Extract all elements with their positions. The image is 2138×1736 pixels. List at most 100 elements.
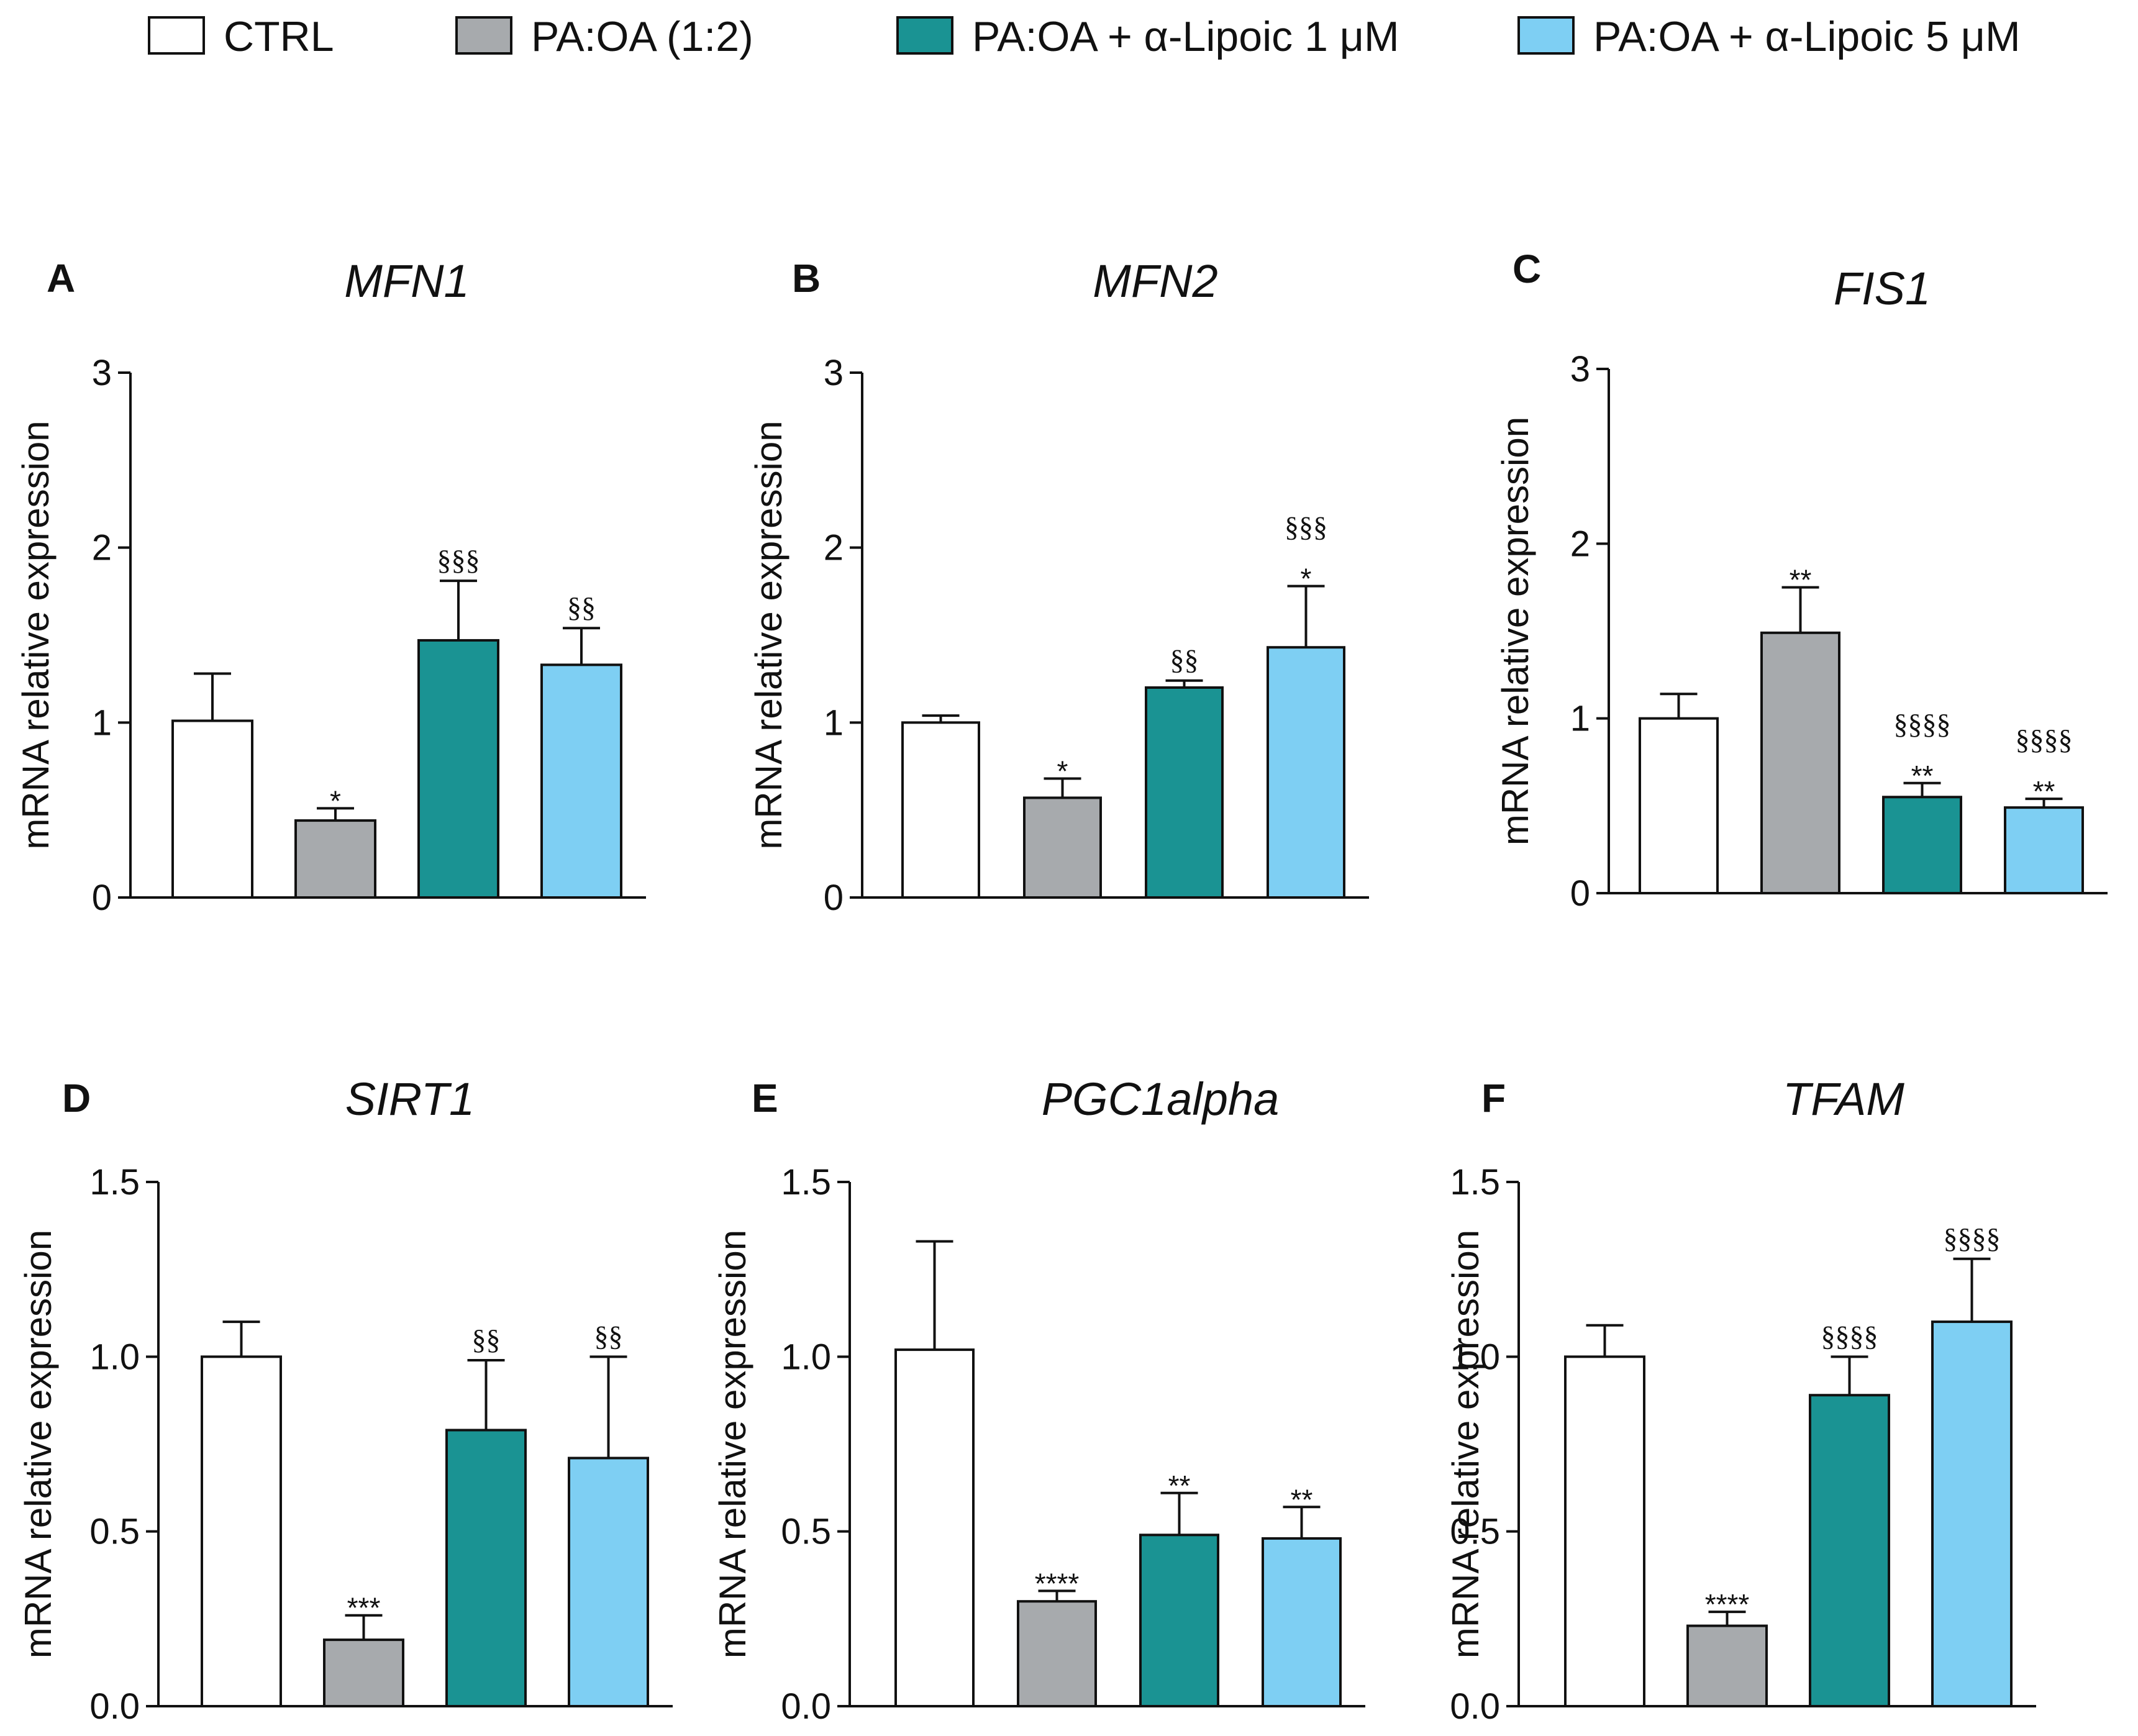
significance-vs-paoa: §§	[594, 1320, 623, 1352]
y-tick-label: 0.5	[781, 1512, 831, 1552]
bar	[1262, 1537, 1342, 1707]
panel-letter: C	[1513, 247, 1541, 291]
bar	[1023, 796, 1102, 899]
legend-swatch	[455, 16, 512, 55]
panel-title: PGC1alpha	[1042, 1073, 1280, 1125]
bar	[1145, 686, 1224, 899]
significance-vs-paoa: §§§§	[1821, 1320, 1878, 1352]
bar	[1760, 631, 1840, 895]
y-tick-label: 3	[92, 353, 112, 393]
legend-label: PA:OA + α-Lipoic 5 μM	[1593, 13, 2021, 60]
significance-vs-ctrl: **	[1168, 1470, 1191, 1502]
y-tick-label: 1.0	[89, 1337, 140, 1377]
bar	[1931, 1320, 2013, 1707]
panel-title: MFN1	[344, 255, 469, 307]
y-tick-label: 2	[824, 528, 844, 568]
y-tick-label: 0	[1570, 873, 1590, 914]
significance-vs-ctrl: **	[1911, 760, 1934, 792]
panel-title: TFAM	[1783, 1073, 1904, 1125]
significance-vs-paoa: §§§§	[1944, 1222, 2001, 1254]
y-tick-label: 1.5	[1450, 1162, 1500, 1202]
significance-vs-ctrl: **	[1291, 1483, 1313, 1516]
bar	[1809, 1394, 1890, 1707]
chart-panel-f: F TFAM mRNA relative expression 0.0 0.5 1.0 1.…	[1445, 1073, 2036, 1727]
chart-panel-e: E PGC1alpha mRNA relative expression 0.0 0.5…	[712, 1073, 1365, 1727]
legend-swatch	[1517, 16, 1575, 55]
bar	[1882, 796, 1962, 895]
y-tick-label: 1	[92, 702, 112, 743]
significance-vs-ctrl: ****	[1035, 1567, 1080, 1599]
significance-vs-ctrl: **	[1790, 564, 1812, 596]
legend-item: CTRL	[148, 13, 334, 60]
bar	[894, 1348, 975, 1708]
y-axis-label: mRNA relative expression	[748, 420, 789, 849]
chart-panel-d: D SIRT1 mRNA relative expression 0.0 0.5 1.0 1…	[17, 1073, 673, 1727]
bar	[201, 1355, 282, 1707]
significance-vs-ctrl: *	[330, 784, 341, 817]
legend-item: PA:OA + α-Lipoic 1 μM	[896, 13, 1399, 60]
y-tick-label: 1	[1570, 699, 1590, 739]
significance-vs-paoa: §§	[567, 591, 596, 623]
bar	[1564, 1355, 1645, 1707]
significance-vs-paoa: §§§§	[1894, 708, 1951, 740]
panel-letter: E	[752, 1076, 778, 1120]
y-axis-label: mRNA relative expression	[15, 420, 57, 849]
panel-title: MFN2	[1093, 255, 1217, 307]
panel-letter: B	[792, 256, 821, 301]
significance-vs-ctrl: ****	[1705, 1588, 1750, 1620]
y-tick-label: 1	[824, 702, 844, 743]
bar	[445, 1429, 527, 1708]
bar	[323, 1638, 404, 1707]
bar	[1017, 1600, 1097, 1707]
bar	[2004, 806, 2084, 894]
chart-panel-c: C FIS1 mRNA relative expression 0 1 2 3 ** ** §§§…	[1494, 247, 2108, 914]
significance-vs-ctrl: *	[1057, 755, 1068, 787]
significance-vs-paoa: §§§	[1285, 511, 1327, 543]
legend-label: CTRL	[224, 13, 334, 60]
y-tick-label: 0	[92, 878, 112, 918]
significance-vs-ctrl: **	[2033, 775, 2055, 807]
y-tick-label: 1.5	[89, 1162, 140, 1202]
legend-label: PA:OA + α-Lipoic 1 μM	[972, 13, 1399, 60]
bar	[1686, 1624, 1768, 1707]
y-tick-label: 1.0	[781, 1337, 831, 1377]
panel-letter: D	[62, 1076, 91, 1120]
panel-letter: A	[47, 256, 75, 301]
bar	[568, 1457, 649, 1707]
bar	[171, 719, 253, 899]
panel-letter: F	[1481, 1076, 1506, 1120]
significance-vs-paoa: §§	[472, 1324, 501, 1355]
legend-label: PA:OA (1:2)	[531, 13, 753, 60]
legend-item: PA:OA (1:2)	[455, 13, 753, 60]
bar	[1639, 717, 1719, 894]
y-axis-label: mRNA relative expression	[1445, 1230, 1486, 1658]
y-tick-label: 0.0	[781, 1686, 831, 1727]
panel-title: FIS1	[1834, 263, 1931, 314]
significance-vs-paoa: §§	[1170, 644, 1199, 676]
y-tick-label: 1.0	[1450, 1337, 1500, 1377]
bar	[901, 721, 980, 899]
y-axis-label: mRNA relative expression	[712, 1230, 753, 1658]
y-tick-label: 0	[824, 878, 844, 918]
bar	[417, 639, 499, 899]
y-tick-label: 1.5	[781, 1162, 831, 1202]
bar	[294, 819, 376, 899]
legend-swatch	[896, 16, 953, 55]
significance-vs-ctrl: ***	[347, 1592, 381, 1624]
legend-swatch	[148, 16, 205, 55]
bar	[540, 663, 622, 899]
y-axis-label: mRNA relative expression	[1494, 417, 1536, 845]
legend: CTRL PA:OA (1:2) PA:OA + α-Lipoic 1 μM PA:O…	[148, 13, 2021, 60]
bar	[1267, 646, 1345, 899]
y-tick-label: 2	[92, 528, 112, 568]
y-tick-label: 0.0	[1450, 1686, 1500, 1727]
legend-item: PA:OA + α-Lipoic 5 μM	[1517, 13, 2021, 60]
y-tick-label: 3	[824, 353, 844, 393]
y-tick-label: 0.5	[1450, 1512, 1500, 1552]
y-tick-label: 0.5	[89, 1512, 140, 1552]
chart-panel-b: B MFN2 mRNA relative expression 0 1 2 3 * §§ * §§§	[748, 255, 1369, 918]
significance-vs-paoa: §§§	[437, 544, 480, 576]
